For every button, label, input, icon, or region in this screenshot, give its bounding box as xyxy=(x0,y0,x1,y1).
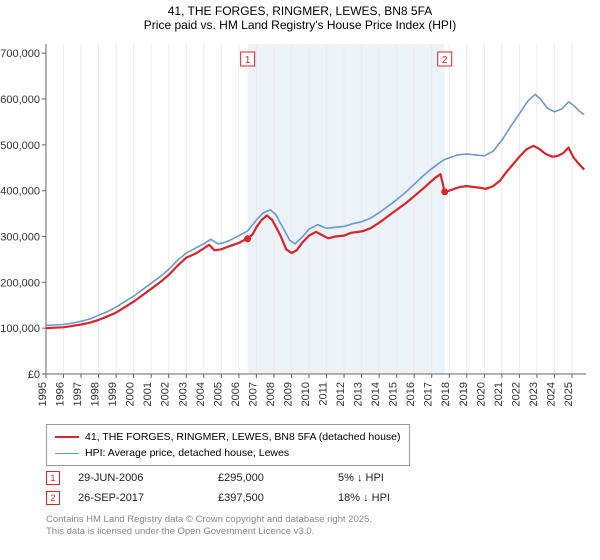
legend-item-2: HPI: Average price, detached house, Lewe… xyxy=(55,445,401,461)
legend: 41, THE FORGES, RINGMER, LEWES, BN8 5FA … xyxy=(46,424,410,466)
svg-text:2006: 2006 xyxy=(230,382,242,406)
svg-text:2007: 2007 xyxy=(247,382,259,406)
sale-marker-1: 1 xyxy=(46,471,60,485)
svg-text:2013: 2013 xyxy=(353,382,365,406)
svg-text:2011: 2011 xyxy=(318,382,330,406)
svg-text:£0: £0 xyxy=(28,369,40,381)
footer: Contains HM Land Registry data © Crown c… xyxy=(46,514,372,539)
legend-swatch-2 xyxy=(55,453,79,454)
svg-text:£300,000: £300,000 xyxy=(0,232,40,244)
svg-text:2022: 2022 xyxy=(510,382,522,406)
svg-text:1995: 1995 xyxy=(37,382,49,406)
svg-text:£400,000: £400,000 xyxy=(0,186,40,198)
svg-text:2019: 2019 xyxy=(458,382,470,406)
sales-list: 1 29-JUN-2006 £295,000 5% ↓ HPI 2 26-SEP… xyxy=(46,468,458,508)
svg-text:2020: 2020 xyxy=(475,382,487,406)
sale-diff-1: 5% ↓ HPI xyxy=(338,472,458,484)
chart-container: 41, THE FORGES, RINGMER, LEWES, BN8 5FA … xyxy=(0,0,600,560)
legend-swatch-1 xyxy=(55,436,79,438)
svg-text:2010: 2010 xyxy=(300,382,312,406)
title-line-2: Price paid vs. HM Land Registry's House … xyxy=(0,18,600,32)
chart-svg: £0 £100,000 £200,000 £300,000 £400,000 £500,0… xyxy=(0,38,600,418)
sale-date-1: 29-JUN-2006 xyxy=(78,472,218,484)
svg-text:1: 1 xyxy=(245,55,251,66)
svg-text:2012: 2012 xyxy=(335,382,347,406)
footer-line-2: This data is licensed under the Open Gov… xyxy=(46,526,372,538)
svg-text:2015: 2015 xyxy=(388,382,400,406)
sale-price-2: £397,500 xyxy=(218,492,338,504)
svg-text:1996: 1996 xyxy=(55,382,67,406)
svg-text:2017: 2017 xyxy=(423,382,435,406)
svg-text:2023: 2023 xyxy=(528,382,540,406)
legend-label-1: 41, THE FORGES, RINGMER, LEWES, BN8 5FA … xyxy=(85,431,401,443)
svg-text:2009: 2009 xyxy=(282,382,294,406)
legend-label-2: HPI: Average price, detached house, Lewe… xyxy=(85,447,289,459)
svg-text:£700,000: £700,000 xyxy=(0,48,40,60)
svg-text:2001: 2001 xyxy=(142,382,154,406)
svg-text:2000: 2000 xyxy=(125,382,137,406)
svg-text:1999: 1999 xyxy=(107,382,119,406)
title-block: 41, THE FORGES, RINGMER, LEWES, BN8 5FA … xyxy=(0,0,600,32)
sale-marker-2: 2 xyxy=(46,491,60,505)
svg-text:2004: 2004 xyxy=(195,382,207,406)
svg-text:£100,000: £100,000 xyxy=(0,323,40,335)
sale-diff-2: 18% ↓ HPI xyxy=(338,492,458,504)
svg-text:2018: 2018 xyxy=(440,382,452,406)
svg-text:2025: 2025 xyxy=(563,382,575,406)
svg-text:1997: 1997 xyxy=(72,382,84,406)
svg-text:£600,000: £600,000 xyxy=(0,94,40,106)
svg-text:2021: 2021 xyxy=(493,382,505,406)
svg-text:2016: 2016 xyxy=(405,382,417,406)
svg-text:2014: 2014 xyxy=(370,382,382,406)
sale-row-2: 2 26-SEP-2017 £397,500 18% ↓ HPI xyxy=(46,488,458,508)
sale-date-2: 26-SEP-2017 xyxy=(78,492,218,504)
sale-row-1: 1 29-JUN-2006 £295,000 5% ↓ HPI xyxy=(46,468,458,488)
svg-text:2005: 2005 xyxy=(212,382,224,406)
svg-text:2002: 2002 xyxy=(160,382,172,406)
svg-text:£200,000: £200,000 xyxy=(0,277,40,289)
chart-area: £0 £100,000 £200,000 £300,000 £400,000 £500,0… xyxy=(0,38,600,418)
svg-text:2024: 2024 xyxy=(545,382,557,406)
svg-text:1998: 1998 xyxy=(90,382,102,406)
svg-text:£500,000: £500,000 xyxy=(0,140,40,152)
sale-price-1: £295,000 xyxy=(218,472,338,484)
title-line-1: 41, THE FORGES, RINGMER, LEWES, BN8 5FA xyxy=(0,4,600,18)
svg-text:2003: 2003 xyxy=(177,382,189,406)
footer-line-1: Contains HM Land Registry data © Crown c… xyxy=(46,514,372,526)
legend-item-1: 41, THE FORGES, RINGMER, LEWES, BN8 5FA … xyxy=(55,429,401,445)
svg-text:2008: 2008 xyxy=(265,382,277,406)
svg-text:2: 2 xyxy=(442,55,448,66)
